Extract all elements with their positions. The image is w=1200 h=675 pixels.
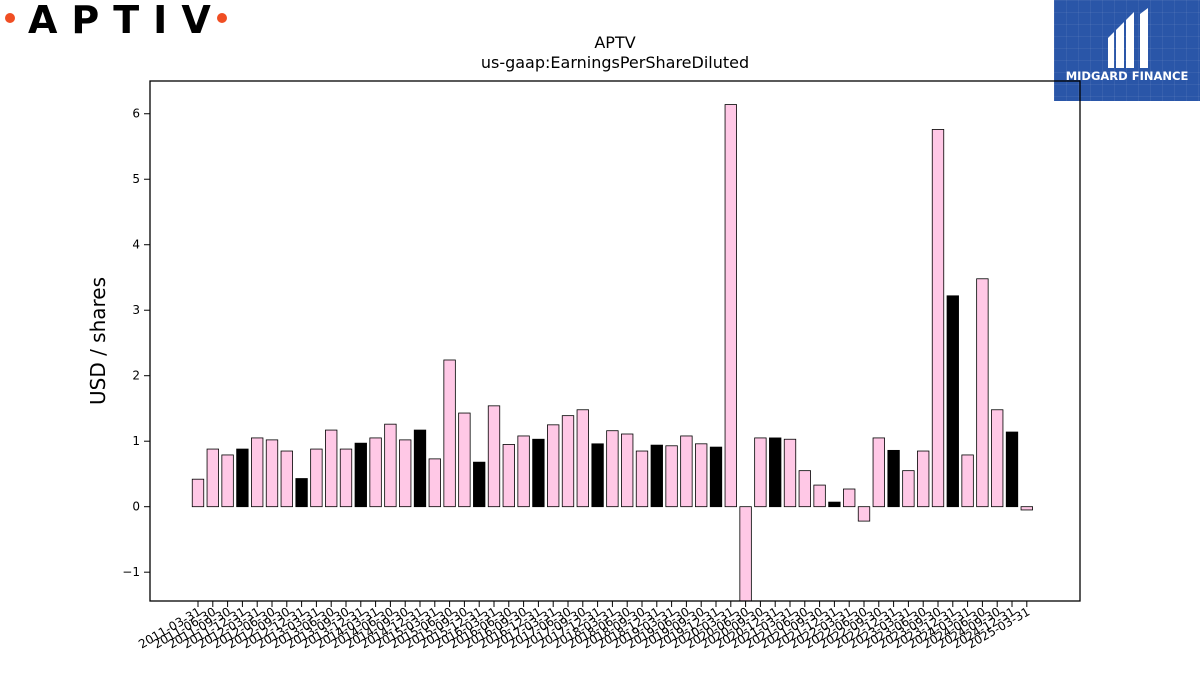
bar-2021-12-31 — [828, 501, 841, 508]
bar-2018-03-31 — [606, 430, 619, 508]
bar-2019-12-31 — [709, 446, 723, 508]
bar-2017-09-30 — [576, 409, 589, 508]
bar-2017-06-30 — [561, 415, 575, 508]
bar-2012-06-30 — [265, 439, 279, 508]
bar-2012-12-31 — [295, 478, 308, 508]
bar-2025-03-31 — [1020, 506, 1033, 511]
bar-2013-12-31 — [354, 442, 367, 508]
y-tick-label: 2 — [132, 369, 140, 383]
bar-2018-09-30 — [635, 450, 649, 508]
bar-2013-06-30 — [325, 429, 338, 508]
bar-2011-09-30 — [221, 454, 234, 508]
logo-dot-left-icon — [5, 13, 15, 23]
bar-2014-03-31 — [369, 437, 382, 508]
bar-2020-12-31 — [769, 437, 782, 508]
bar-2024-12-31 — [1005, 431, 1019, 508]
bar-2018-12-31 — [650, 444, 663, 508]
midgard-m-icon — [1108, 8, 1148, 68]
bar-2023-09-30 — [931, 129, 945, 508]
bar-2024-09-30 — [991, 409, 1004, 508]
bar-2022-12-31 — [887, 449, 900, 508]
bar-2012-03-31 — [251, 437, 264, 508]
bar-2011-06-30 — [206, 448, 219, 508]
logo-wordmark: APTIV — [28, 0, 225, 42]
bar-2017-03-31 — [547, 424, 560, 508]
bar-2015-12-31 — [473, 461, 486, 508]
bar-2022-09-30 — [872, 437, 885, 508]
bar-2018-06-30 — [621, 433, 634, 508]
chart-subtitle: us-gaap:EarningsPerShareDiluted — [481, 53, 749, 72]
y-tick-label: 6 — [132, 107, 140, 121]
chart-title: APTV — [594, 33, 635, 52]
bar-2011-12-31 — [236, 448, 249, 508]
bar-2014-09-30 — [399, 439, 412, 508]
bar-2019-03-31 — [665, 445, 678, 508]
bar-2015-03-31 — [428, 458, 441, 508]
bar-2019-06-30 — [680, 435, 693, 508]
bar-2024-03-31 — [961, 454, 974, 508]
bar-2012-09-30 — [280, 450, 293, 508]
bar-2021-06-30 — [798, 470, 811, 508]
bar-2021-09-30 — [813, 484, 826, 508]
bar-2013-03-31 — [310, 448, 323, 508]
y-axis-label: USD / shares — [86, 277, 110, 405]
logo-dot-right-icon — [217, 13, 227, 23]
bar-2019-09-30 — [695, 443, 708, 508]
bar-2020-09-30 — [754, 437, 767, 508]
y-tick-label: 5 — [132, 172, 140, 186]
bar-2015-09-30 — [458, 412, 471, 508]
bar-2016-12-31 — [532, 438, 545, 508]
bar-2017-12-31 — [591, 443, 604, 508]
bar-2011-03-31 — [191, 478, 205, 508]
bar-2023-03-31 — [902, 470, 915, 508]
bar-2013-09-30 — [339, 448, 353, 508]
plot-frame — [149, 80, 1081, 602]
bar-series — [191, 104, 1033, 602]
y-tick-label: 4 — [132, 238, 140, 252]
badge-label: MIDGARD FINANCE — [1065, 69, 1189, 83]
bar-2024-06-30 — [976, 278, 989, 508]
bar-2021-03-31 — [783, 438, 797, 508]
bar-2020-06-30 — [739, 506, 752, 602]
y-tick-label: 0 — [132, 500, 140, 514]
bar-2015-06-30 — [443, 359, 456, 508]
y-axis-ticks: −1 0 1 2 3 4 5 6 — [122, 107, 150, 579]
x-axis-ticks: 2011-03-312011-06-302011-09-302011-12-31… — [136, 601, 1032, 651]
bar-2020-03-31 — [724, 104, 737, 508]
bar-2022-03-31 — [843, 488, 856, 508]
midgard-finance-badge: MIDGARD FINANCE — [1054, 0, 1200, 101]
bar-2022-06-30 — [857, 506, 871, 522]
bar-2016-03-31 — [487, 405, 501, 508]
bar-2016-06-30 — [502, 444, 515, 508]
bar-2023-06-30 — [917, 450, 930, 508]
bar-2023-12-31 — [946, 295, 959, 508]
bar-2014-12-31 — [413, 429, 427, 508]
y-tick-label: −1 — [122, 565, 140, 579]
y-tick-label: 1 — [132, 434, 140, 448]
bar-2014-06-30 — [384, 423, 397, 508]
bar-2016-09-30 — [517, 435, 530, 508]
y-tick-label: 3 — [132, 303, 140, 317]
